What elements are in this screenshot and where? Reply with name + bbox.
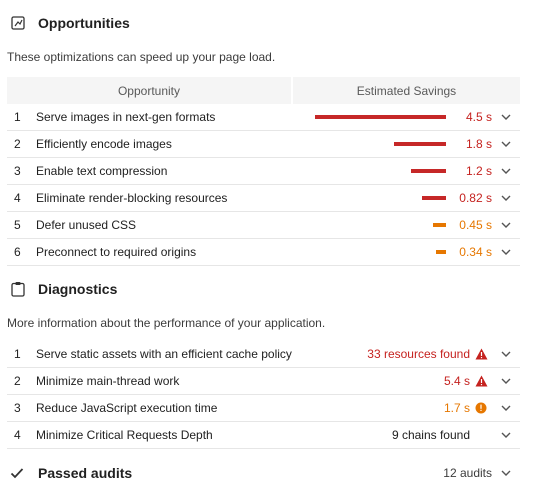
diagnostic-value: 5.4 s (443, 374, 470, 388)
savings-value: 1.2 s (465, 164, 492, 178)
checkmark-icon (10, 467, 26, 479)
chevron-down-icon[interactable] (492, 114, 520, 120)
savings-value: 1.8 s (465, 137, 492, 151)
clipboard-icon (10, 281, 26, 297)
savings-bar (394, 142, 446, 146)
savings-value: 0.45 s (459, 218, 492, 232)
row-number: 2 (14, 137, 21, 151)
passed-audits-count: 12 audits (443, 466, 492, 480)
diagnostic-label: Minimize main-thread work (36, 374, 180, 388)
opportunities-description: These optimizations can speed up your pa… (7, 50, 276, 64)
opportunity-icon (10, 15, 26, 31)
row-number: 1 (14, 110, 21, 124)
savings-bar (436, 250, 446, 254)
passed-audits-title: Passed audits (38, 465, 133, 481)
opportunity-row[interactable]: 1 Serve images in next-gen formats 4.5 s (7, 104, 520, 131)
row-number: 4 (14, 191, 21, 205)
chevron-down-icon[interactable] (492, 249, 520, 255)
chevron-down-icon[interactable] (492, 141, 520, 147)
diagnostic-row[interactable]: 2 Minimize main-thread work 5.4 s (7, 368, 520, 395)
chevron-down-icon[interactable] (492, 405, 520, 411)
row-number: 3 (14, 401, 21, 415)
savings-bar (422, 196, 446, 200)
opportunity-label: Efficiently encode images (36, 137, 172, 151)
passed-audits-toggle[interactable]: Passed audits 12 audits (7, 458, 520, 488)
diagnostic-label: Minimize Critical Requests Depth (36, 428, 213, 442)
diagnostic-value: 33 resources found (367, 347, 470, 361)
column-header-estimated-savings: Estimated Savings (293, 77, 520, 104)
chevron-down-icon[interactable] (492, 378, 520, 384)
warning-triangle-icon (470, 375, 492, 387)
chevron-down-icon[interactable] (492, 168, 520, 174)
savings-bar (315, 115, 446, 119)
chevron-down-icon[interactable] (492, 470, 520, 476)
opportunities-table-header: Opportunity Estimated Savings (7, 77, 520, 104)
savings-bar-track (309, 158, 446, 185)
opportunity-label: Defer unused CSS (36, 218, 137, 232)
savings-value: 4.5 s (465, 110, 492, 124)
row-number: 1 (14, 347, 21, 361)
opportunity-row[interactable]: 6 Preconnect to required origins 0.34 s (7, 239, 520, 266)
diagnostic-label: Serve static assets with an efficient ca… (36, 347, 292, 361)
diagnostic-value: 9 chains found (391, 428, 470, 442)
row-number: 5 (14, 218, 21, 232)
chevron-down-icon[interactable] (492, 351, 520, 357)
opportunity-row[interactable]: 2 Efficiently encode images 1.8 s (7, 131, 520, 158)
row-number: 2 (14, 374, 21, 388)
opportunity-label: Serve images in next-gen formats (36, 110, 216, 124)
opportunity-row[interactable]: 3 Enable text compression 1.2 s (7, 158, 520, 185)
diagnostics-title: Diagnostics (38, 281, 118, 297)
chevron-down-icon[interactable] (492, 195, 520, 201)
diagnostic-row[interactable]: 4 Minimize Critical Requests Depth 9 chain… (7, 422, 520, 449)
savings-bar-track (309, 212, 446, 239)
opportunity-row[interactable]: 4 Eliminate render-blocking resources 0.82… (7, 185, 520, 212)
opportunity-label: Enable text compression (36, 164, 168, 178)
row-number: 6 (14, 245, 21, 259)
row-number: 3 (14, 164, 21, 178)
diagnostic-row[interactable]: 3 Reduce JavaScript execution time 1.7 s (7, 395, 520, 422)
opportunity-row[interactable]: 5 Defer unused CSS 0.45 s (7, 212, 520, 239)
diagnostic-row[interactable]: 1 Serve static assets with an efficient c… (7, 341, 520, 368)
savings-bar (411, 169, 446, 173)
opportunities-title: Opportunities (38, 15, 130, 31)
diagnostic-label: Reduce JavaScript execution time (36, 401, 218, 415)
info-circle-icon (470, 402, 492, 414)
diagnostics-header: Diagnostics (10, 281, 117, 297)
warning-triangle-icon (470, 348, 492, 360)
diagnostics-description: More information about the performance o… (7, 316, 326, 330)
chevron-down-icon[interactable] (492, 222, 520, 228)
savings-value: 0.82 s (459, 191, 492, 205)
savings-value: 0.34 s (459, 245, 492, 259)
savings-bar-track (309, 104, 446, 131)
savings-bar-track (309, 185, 446, 212)
savings-bar-track (309, 131, 446, 158)
row-number: 4 (14, 428, 21, 442)
opportunities-header: Opportunities (10, 15, 130, 31)
savings-bar (433, 223, 446, 227)
opportunity-label: Eliminate render-blocking resources (36, 191, 228, 205)
column-header-opportunity: Opportunity (7, 77, 291, 104)
opportunity-label: Preconnect to required origins (36, 245, 197, 259)
chevron-down-icon[interactable] (492, 432, 520, 438)
diagnostic-value: 1.7 s (443, 401, 470, 415)
savings-bar-track (309, 239, 446, 266)
